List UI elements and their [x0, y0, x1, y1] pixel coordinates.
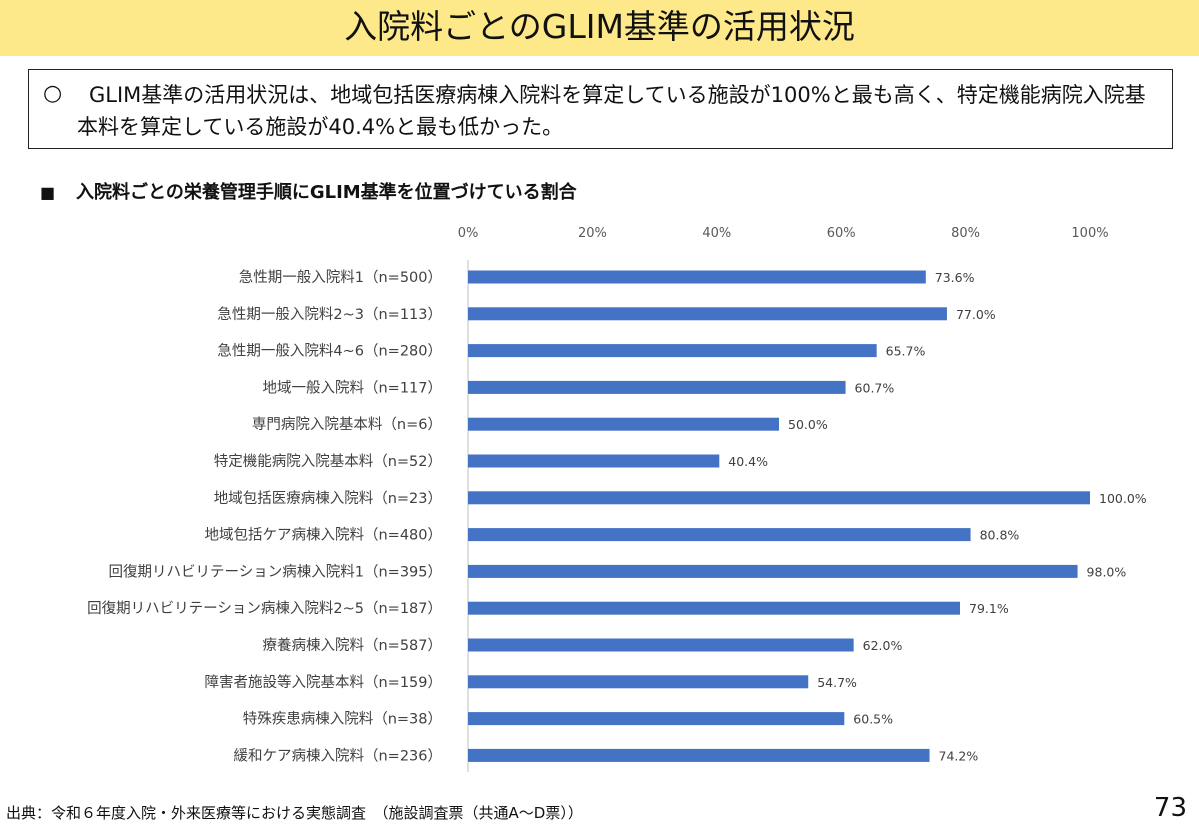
data-label: 79.1%: [969, 601, 1009, 616]
category-label: 地域一般入院料（n=117）: [262, 379, 442, 396]
x-tick-label: 60%: [827, 226, 856, 241]
category-label: 障害者施設等入院基本料（n=159）: [204, 673, 442, 691]
bar: [468, 270, 926, 284]
source-note: 出典：令和６年度入院・外来医療等における実態調査 （施設調査票（共通A～D票））: [6, 804, 583, 822]
data-label: 73.6%: [935, 270, 975, 285]
category-label: 回復期リハビリテーション病棟入院料1（n=395）: [109, 563, 442, 580]
category-label: 地域包括医療病棟入院料（n=23）: [214, 490, 442, 507]
bar: [468, 528, 971, 542]
bar: [468, 748, 930, 762]
category-label: 急性期一般入院料4~6（n=280）: [217, 343, 442, 360]
data-label: 74.2%: [939, 748, 979, 763]
x-tick-label: 0%: [458, 226, 479, 241]
bar: [468, 491, 1090, 505]
category-label: 専門病院入院基本料（n=6）: [252, 416, 442, 433]
bar: [468, 675, 809, 689]
data-label: 40.4%: [728, 454, 768, 469]
x-tick-label: 40%: [702, 226, 731, 241]
x-tick-label: 80%: [951, 226, 980, 241]
data-label: 77.0%: [956, 307, 996, 322]
data-label: 98.0%: [1087, 564, 1127, 579]
data-label: 100.0%: [1099, 491, 1147, 506]
category-label: 特定機能病院入院基本料（n=52）: [214, 453, 442, 470]
x-tick-label: 100%: [1071, 226, 1108, 241]
data-label: 50.0%: [788, 417, 828, 432]
chart-subheading: 入院料ごとの栄養管理手順にGLIM基準を位置づけている割合: [76, 182, 577, 203]
bar: [468, 307, 947, 321]
data-label: 60.7%: [855, 380, 895, 395]
bar: [468, 712, 845, 726]
category-label: 療養病棟入院料（n=587）: [262, 636, 442, 654]
summary-box: ○ GLIM基準の活用状況は、地域包括医療病棟入院料を算定している施設が100%…: [28, 69, 1173, 149]
data-label: 54.7%: [817, 675, 857, 690]
data-label: 62.0%: [863, 638, 903, 653]
bar-chart: 0% 20% 40% 60% 80% 100% 急性期一般入院料1（n=500） 73.6% 急…: [87, 226, 1147, 772]
summary-text: GLIM基準の活用状況は、地域包括医療病棟入院料を算定している施設が100%と最…: [77, 83, 1146, 139]
data-label: 65.7%: [886, 344, 926, 359]
category-label: 急性期一般入院料2~3（n=113）: [217, 306, 442, 323]
data-label: 60.5%: [853, 712, 893, 727]
subheading-mark: ■: [40, 183, 56, 202]
data-label: 80.8%: [980, 528, 1020, 543]
category-label: 緩和ケア病棟入院料（n=236）: [233, 747, 442, 764]
bar: [468, 564, 1078, 578]
title-bar: 入院料ごとのGLIM基準の活用状況: [0, 0, 1199, 56]
bar: [468, 601, 961, 615]
bar: [468, 638, 854, 652]
page-number: 73: [1153, 793, 1187, 823]
bar: [468, 454, 720, 468]
x-tick-label: 20%: [578, 226, 607, 241]
category-label: 回復期リハビリテーション病棟入院料2~5（n=187）: [87, 600, 442, 617]
category-label: 急性期一般入院料1（n=500）: [239, 269, 442, 286]
category-label: 地域包括ケア病棟入院料（n=480）: [204, 527, 442, 544]
bar: [468, 417, 779, 431]
summary-bullet: ○: [43, 81, 63, 106]
bar: [468, 344, 877, 358]
category-label: 特殊疾患病棟入院料（n=38）: [243, 711, 442, 728]
bar: [468, 380, 846, 394]
page-title: 入院料ごとのGLIM基準の活用状況: [344, 7, 855, 46]
